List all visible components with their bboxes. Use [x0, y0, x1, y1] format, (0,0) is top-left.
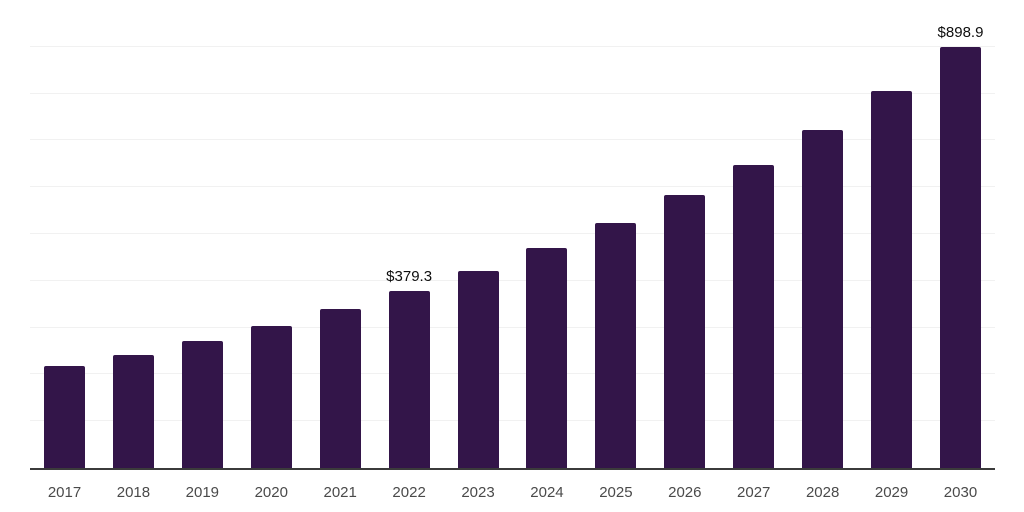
bar-2023	[457, 270, 499, 468]
x-axis-label: 2018	[116, 484, 151, 501]
bar-2017	[44, 365, 85, 468]
x-axis-label: 2022	[392, 484, 426, 501]
bar-2028	[802, 129, 844, 468]
x-axis-label: 2026	[668, 484, 702, 501]
x-axis-label: 2030	[943, 484, 978, 501]
x-axis-label: 2028	[805, 484, 840, 501]
bar-value-label: $898.9	[937, 24, 984, 42]
bar-series: $379.3 $898.9	[30, 0, 995, 468]
bar-2026	[664, 194, 706, 468]
bar-2021	[319, 308, 361, 468]
bar-2018	[112, 355, 154, 468]
x-axis-label: 2017	[47, 484, 82, 501]
gridline	[30, 373, 995, 375]
bar-2027	[733, 164, 775, 468]
gridline	[30, 420, 995, 422]
bar-2020	[250, 326, 292, 468]
gridline	[30, 186, 995, 188]
gridline	[30, 139, 995, 141]
plot-area: $379.3 $898.9	[30, 0, 995, 470]
bar-2019	[181, 340, 223, 468]
bar-2022: $379.3	[386, 268, 432, 468]
bar-2025	[595, 222, 637, 468]
x-axis-label: 2023	[461, 484, 495, 501]
bar-2029	[871, 90, 913, 468]
x-axis-label: 2024	[530, 484, 564, 501]
gridline	[30, 92, 995, 94]
x-axis-label: 2020	[254, 484, 288, 501]
x-axis-label: 2021	[323, 484, 357, 501]
bar-2030: $898.9	[938, 24, 983, 468]
gridline	[30, 45, 995, 47]
gridline	[30, 279, 995, 281]
bar-value-label: $379.3	[386, 267, 433, 285]
x-axis-label: 2019	[185, 484, 220, 501]
x-axis-label: 2029	[874, 484, 909, 501]
gridline	[30, 233, 995, 234]
gridline	[30, 326, 995, 328]
gridlines	[30, 0, 995, 468]
x-axis-label: 2027	[737, 484, 771, 501]
x-axis-label: 2025	[599, 484, 633, 501]
bar-2024	[526, 247, 568, 468]
x-axis: 2017 2018 2019 2020 2021 2022 2023 2024 2025 2026…	[30, 472, 995, 501]
